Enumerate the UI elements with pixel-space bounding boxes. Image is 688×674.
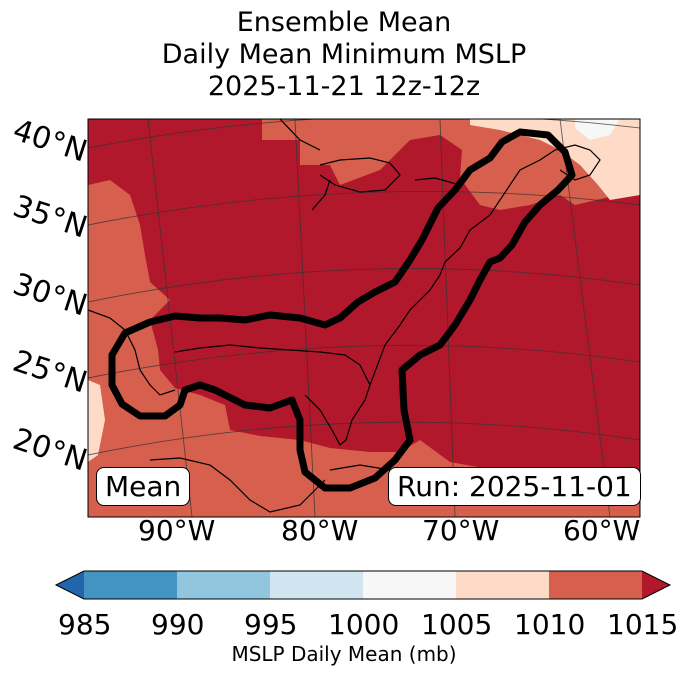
title-line-1: Ensemble Mean (236, 7, 452, 38)
lon-label-80w: 80°W (281, 514, 359, 547)
pressure-band-1005-1010 (470, 119, 640, 200)
title-line-3: 2025-11-21 12z-12z (207, 71, 481, 102)
colorbar-tick-1015: 1015 (607, 608, 679, 641)
colorbar-tick-1005: 1005 (421, 608, 493, 641)
colorbar-tick-985: 985 (58, 608, 112, 641)
mean-label-box: Mean (96, 467, 191, 506)
colorbar-label: MSLP Daily Mean (mb) (231, 642, 457, 666)
colorbar-segment-990-995 (177, 571, 270, 599)
lon-label-70w: 70°W (422, 514, 500, 547)
colorbar (54, 570, 672, 600)
contour-1015 (108, 128, 576, 492)
map-area (88, 119, 640, 517)
lon-label-60w: 60°W (563, 514, 641, 547)
colorbar-segment-1010-1015 (549, 571, 642, 599)
colorbar-extend-low (56, 571, 84, 599)
colorbar-segment-1005-1010 (456, 571, 549, 599)
lon-label-90w: 90°W (138, 514, 216, 547)
run-date-box: Run: 2025-11-01 (388, 467, 641, 506)
colorbar-outline (54, 570, 672, 600)
colorbar-tick-1000: 1000 (328, 608, 400, 641)
map-frame (87, 118, 641, 518)
colorbar-segment-1000-1005 (363, 571, 456, 599)
colorbar-tick-1010: 1010 (514, 608, 586, 641)
colorbar-extend-high (642, 571, 670, 599)
colorbar-tick-990: 990 (151, 608, 205, 641)
colorbar-tick-995: 995 (244, 608, 298, 641)
title-line-2: Daily Mean Minimum MSLP (161, 39, 527, 70)
colorbar-segment-985-990 (84, 571, 177, 599)
colorbar-segment-995-1000 (270, 571, 363, 599)
pressure-band-1005-1010-west (88, 380, 105, 462)
coastlines (88, 119, 601, 513)
